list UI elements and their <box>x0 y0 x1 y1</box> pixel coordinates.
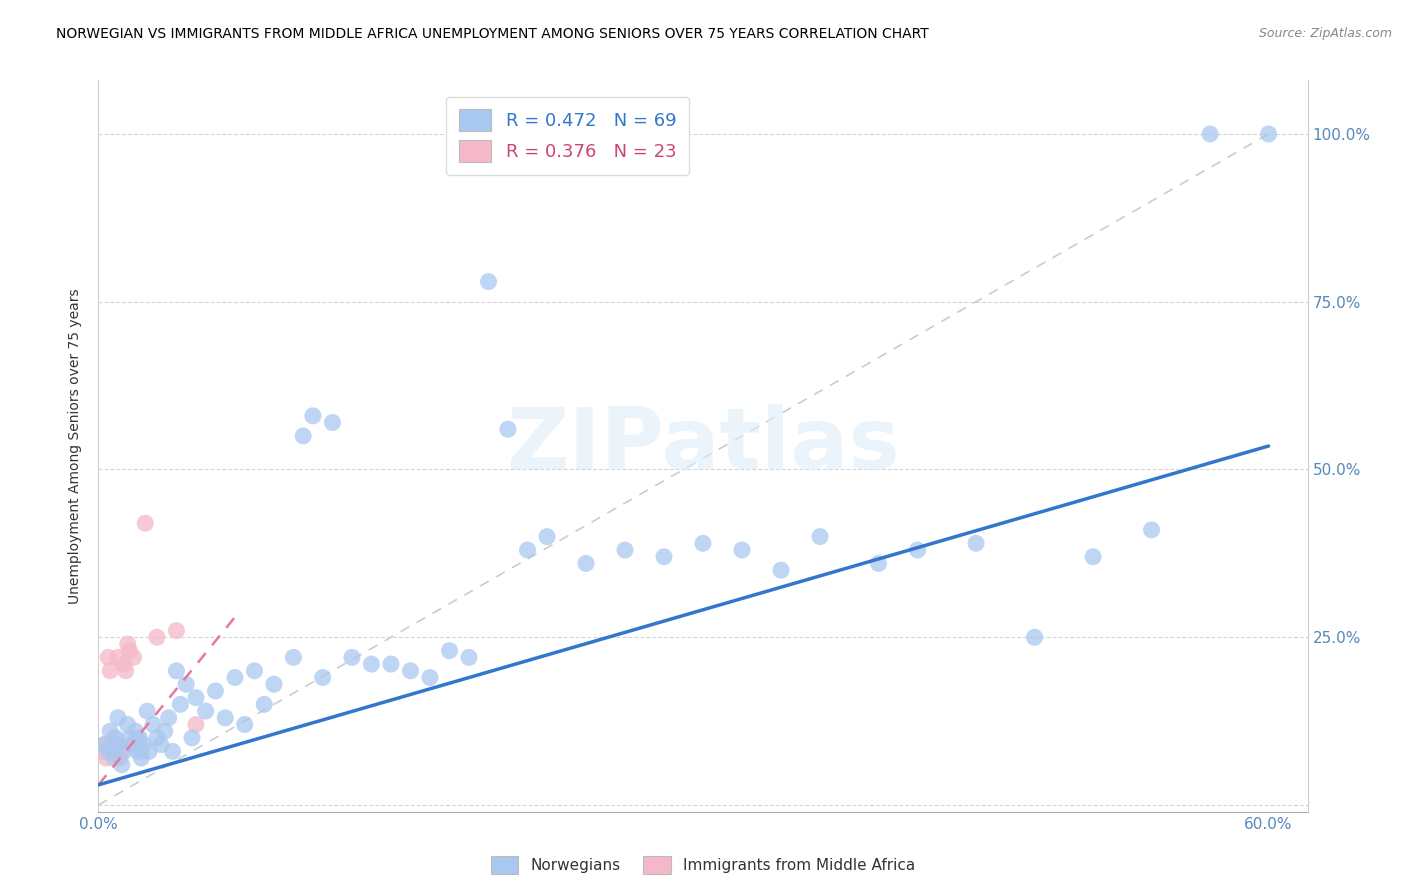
Point <box>101 738 124 752</box>
Text: ZIPatlas: ZIPatlas <box>506 404 900 488</box>
Y-axis label: Unemployment Among Seniors over 75 years: Unemployment Among Seniors over 75 years <box>69 288 83 604</box>
Point <box>107 738 129 752</box>
Point <box>104 744 127 758</box>
Point <box>131 751 153 765</box>
Point <box>131 744 153 758</box>
Point <box>142 717 165 731</box>
Point <box>769 563 792 577</box>
Legend: R = 0.472   N = 69, R = 0.376   N = 23: R = 0.472 N = 69, R = 0.376 N = 23 <box>446 96 689 175</box>
Point <box>1024 630 1046 644</box>
Point <box>868 557 890 571</box>
Point <box>98 724 121 739</box>
Point <box>121 738 143 752</box>
Point <box>96 751 118 765</box>
Point <box>122 738 145 752</box>
Point <box>652 549 675 564</box>
Point <box>516 543 538 558</box>
Point <box>575 557 598 571</box>
Point <box>731 543 754 558</box>
Point <box>360 657 382 671</box>
Point <box>138 744 160 758</box>
Point <box>93 738 115 752</box>
Point <box>122 650 145 665</box>
Point <box>292 429 315 443</box>
Point <box>340 650 363 665</box>
Point <box>146 731 169 745</box>
Point <box>496 422 519 436</box>
Point <box>103 751 125 765</box>
Point <box>112 744 135 758</box>
Point <box>181 731 204 745</box>
Point <box>312 671 335 685</box>
Point <box>204 684 226 698</box>
Point <box>128 731 150 745</box>
Point <box>614 543 637 558</box>
Point <box>965 536 987 550</box>
Point <box>117 637 139 651</box>
Point <box>458 650 481 665</box>
Point <box>1140 523 1163 537</box>
Point <box>149 738 172 752</box>
Point <box>134 516 156 531</box>
Point <box>399 664 422 678</box>
Point <box>118 643 141 657</box>
Point <box>127 731 149 745</box>
Text: Source: ZipAtlas.com: Source: ZipAtlas.com <box>1258 27 1392 40</box>
Legend: Norwegians, Immigrants from Middle Africa: Norwegians, Immigrants from Middle Afric… <box>485 850 921 880</box>
Point <box>174 677 197 691</box>
Point <box>124 724 146 739</box>
Point <box>283 650 305 665</box>
Point <box>233 717 256 731</box>
Point <box>165 664 187 678</box>
Point <box>907 543 929 558</box>
Point <box>194 704 217 718</box>
Point <box>111 757 134 772</box>
Point <box>419 671 441 685</box>
Point <box>98 664 121 678</box>
Point <box>114 664 136 678</box>
Point <box>108 751 131 765</box>
Point <box>146 630 169 644</box>
Point <box>104 731 127 745</box>
Point <box>380 657 402 671</box>
Point <box>118 731 141 745</box>
Point <box>808 530 831 544</box>
Point <box>162 744 184 758</box>
Point <box>536 530 558 544</box>
Point <box>439 643 461 657</box>
Point <box>97 650 120 665</box>
Point <box>112 657 135 671</box>
Point <box>184 690 207 705</box>
Point <box>97 744 120 758</box>
Point <box>477 275 499 289</box>
Point <box>1257 127 1279 141</box>
Point <box>1081 549 1104 564</box>
Point <box>132 738 155 752</box>
Point <box>184 717 207 731</box>
Point <box>692 536 714 550</box>
Point <box>1199 127 1222 141</box>
Point <box>107 711 129 725</box>
Point <box>243 664 266 678</box>
Point <box>165 624 187 638</box>
Point <box>136 704 159 718</box>
Point <box>302 409 325 423</box>
Point <box>117 717 139 731</box>
Point <box>224 671 246 685</box>
Point <box>157 711 180 725</box>
Point <box>253 698 276 712</box>
Point <box>111 744 134 758</box>
Point <box>91 744 114 758</box>
Point <box>214 711 236 725</box>
Point <box>107 650 129 665</box>
Point <box>321 416 343 430</box>
Point <box>153 724 176 739</box>
Text: NORWEGIAN VS IMMIGRANTS FROM MIDDLE AFRICA UNEMPLOYMENT AMONG SENIORS OVER 75 YE: NORWEGIAN VS IMMIGRANTS FROM MIDDLE AFRI… <box>56 27 929 41</box>
Point <box>169 698 191 712</box>
Point <box>103 731 125 745</box>
Point <box>93 738 115 752</box>
Point <box>127 744 149 758</box>
Point <box>263 677 285 691</box>
